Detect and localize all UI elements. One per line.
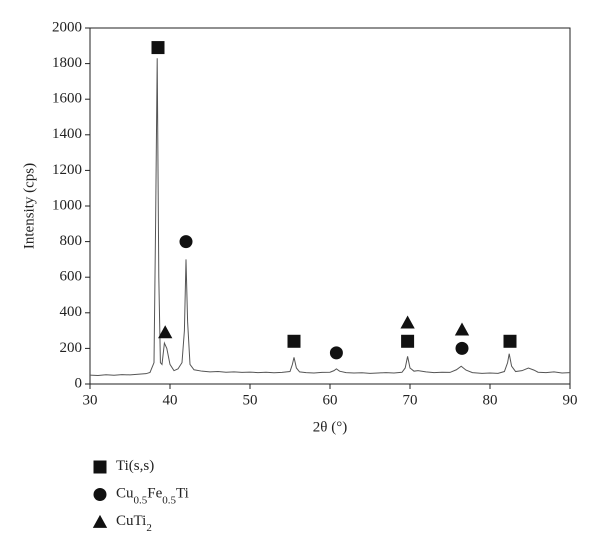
x-tick-label: 70 (403, 392, 418, 408)
x-tick-label: 90 (563, 392, 578, 408)
marker-square (151, 41, 165, 55)
marker-triangle (454, 322, 470, 336)
y-tick-label: 800 (60, 233, 83, 249)
x-tick-label: 60 (323, 392, 338, 408)
x-tick-label: 50 (243, 392, 258, 408)
marker-triangle (400, 315, 415, 329)
y-tick-label: 600 (60, 269, 83, 285)
marker-triangle (92, 514, 108, 528)
legend-label: Ti(s,s) (116, 458, 154, 474)
legend-label: CuTi2 (116, 513, 152, 533)
marker-square (93, 460, 107, 474)
x-tick-label: 30 (83, 392, 98, 408)
marker-square (287, 334, 301, 348)
y-tick-label: 1800 (52, 55, 82, 71)
y-tick-label: 0 (75, 375, 83, 391)
x-axis-label: 2θ (°) (313, 419, 347, 435)
y-tick-label: 2000 (52, 19, 82, 35)
x-tick-label: 80 (483, 392, 498, 408)
marker-square (503, 334, 517, 348)
marker-circle (329, 346, 343, 360)
xrd-line (89, 58, 571, 376)
y-tick-label: 200 (60, 340, 83, 356)
x-tick-label: 40 (163, 392, 178, 408)
y-axis-label: Intensity (cps) (21, 163, 37, 249)
plot-frame (89, 27, 571, 385)
marker-square (401, 334, 415, 348)
marker-circle (179, 235, 193, 249)
marker-circle (455, 341, 469, 355)
y-tick-label: 1200 (52, 162, 82, 178)
y-tick-label: 1000 (52, 197, 82, 213)
marker-triangle (158, 325, 173, 339)
y-tick-label: 400 (60, 304, 83, 320)
marker-circle (93, 488, 107, 501)
y-tick-label: 1600 (52, 91, 82, 107)
legend-label: Cu0.5Fe0.5Ti (116, 486, 189, 506)
y-tick-label: 1400 (52, 126, 82, 142)
